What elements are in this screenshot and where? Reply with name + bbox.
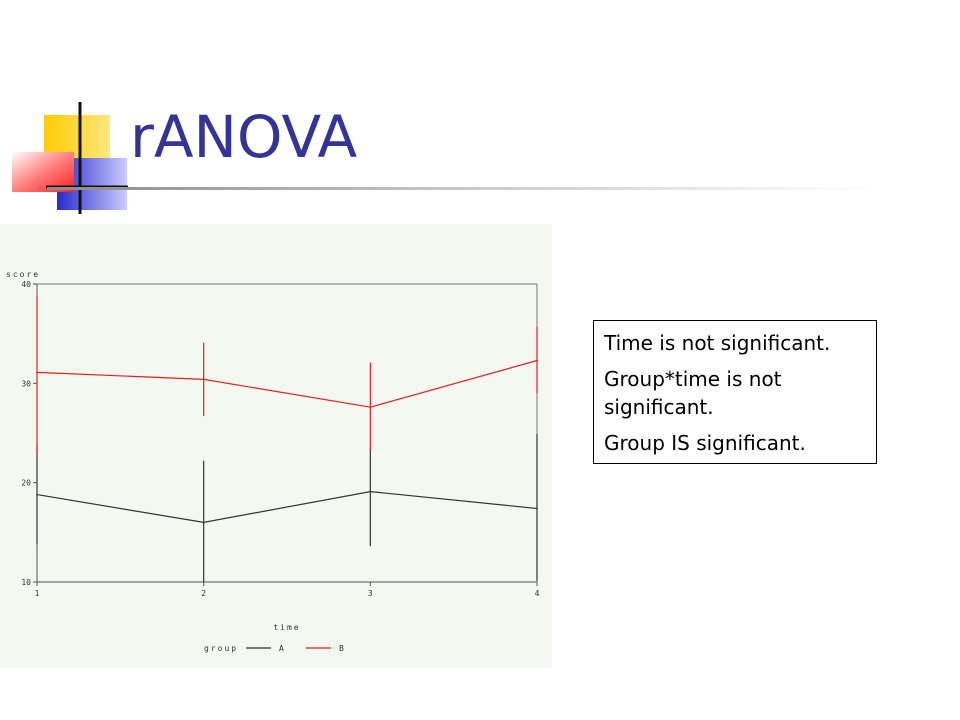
series-line-B bbox=[36, 359, 538, 408]
data-point-A bbox=[202, 521, 205, 524]
slide-logo bbox=[12, 102, 128, 214]
title-underline bbox=[47, 187, 877, 190]
axis-ticks: 10 20 30 40 1 2 3 4 bbox=[21, 280, 539, 598]
chart-panel: score time 10 20 30 40 1 2 3 4 group A B bbox=[0, 224, 552, 668]
data-point-B bbox=[202, 378, 205, 381]
y-tick-label: 10 bbox=[21, 578, 31, 587]
y-tick-label: 20 bbox=[21, 479, 31, 488]
x-tick-label: 1 bbox=[35, 589, 40, 598]
x-tick-label: 2 bbox=[201, 589, 206, 598]
y-tick-label: 40 bbox=[21, 280, 31, 289]
findings-textbox: Time is not significant. Group*time is n… bbox=[593, 320, 877, 464]
legend-label-A: A bbox=[279, 644, 284, 653]
line-chart: score time 10 20 30 40 1 2 3 4 group A B bbox=[6, 270, 540, 653]
legend-title: group bbox=[204, 644, 238, 653]
data-point-A bbox=[369, 490, 372, 493]
data-point-B bbox=[369, 406, 372, 408]
data-point-B bbox=[536, 359, 538, 362]
chart-legend: group A B bbox=[204, 644, 344, 653]
logo-red-square bbox=[12, 152, 74, 192]
data-point-A bbox=[36, 493, 38, 496]
x-tick-label: 3 bbox=[368, 589, 373, 598]
legend-label-B: B bbox=[339, 644, 344, 653]
x-tick-label: 4 bbox=[535, 589, 540, 598]
data-point-B bbox=[36, 371, 38, 374]
finding-group: Group IS significant. bbox=[604, 431, 806, 455]
y-axis-label: score bbox=[6, 270, 40, 279]
y-tick-label: 30 bbox=[21, 379, 31, 388]
slide-title: rANOVA bbox=[130, 103, 358, 171]
finding-interaction: Group*time is not significant. bbox=[604, 367, 782, 419]
series-line-A bbox=[36, 491, 538, 524]
data-point-A bbox=[536, 507, 538, 510]
chart-series bbox=[36, 295, 538, 582]
x-axis-label: time bbox=[273, 623, 300, 632]
finding-time: Time is not significant. bbox=[604, 331, 831, 355]
